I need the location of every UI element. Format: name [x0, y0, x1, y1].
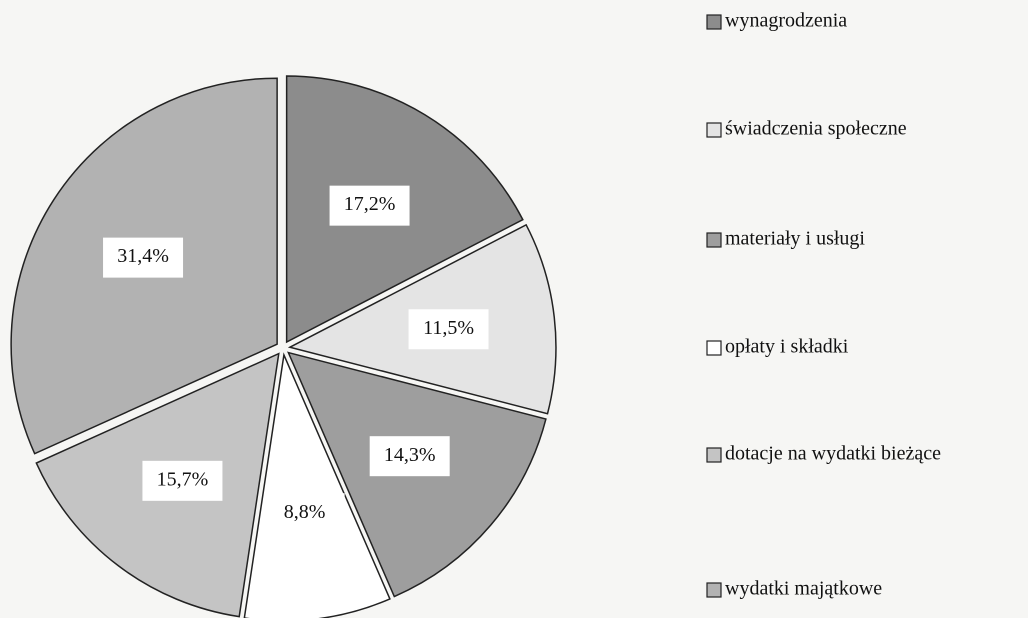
data-label: 31,4%	[117, 245, 169, 267]
legend-label: świadczenia społeczne	[725, 118, 907, 140]
legend-swatch	[706, 447, 722, 463]
legend-label: dotacje na wydatki bieżące	[725, 443, 941, 465]
legend-label: wydatki majątkowe	[725, 578, 882, 600]
legend-swatch	[706, 232, 722, 248]
legend-swatch	[706, 340, 722, 356]
legend-label: materiały i usługi	[725, 228, 865, 250]
label-box	[329, 185, 410, 226]
label-box	[408, 309, 489, 350]
label-box	[369, 436, 450, 477]
legend-swatch	[706, 14, 722, 30]
data-label: 8,8%	[284, 501, 326, 523]
data-label: 14,3%	[384, 444, 436, 466]
legend-swatch	[706, 582, 722, 598]
pie-slice	[243, 352, 391, 618]
label-box	[103, 237, 184, 278]
legend-swatch	[706, 122, 722, 138]
legend-label: wynagrodzenia	[725, 10, 847, 32]
label-box	[142, 460, 223, 501]
data-label: 17,2%	[344, 193, 396, 215]
legend-label: opłaty i składki	[725, 336, 849, 358]
label-box	[264, 493, 345, 534]
data-label: 11,5%	[423, 317, 474, 339]
data-label: 15,7%	[157, 468, 209, 490]
